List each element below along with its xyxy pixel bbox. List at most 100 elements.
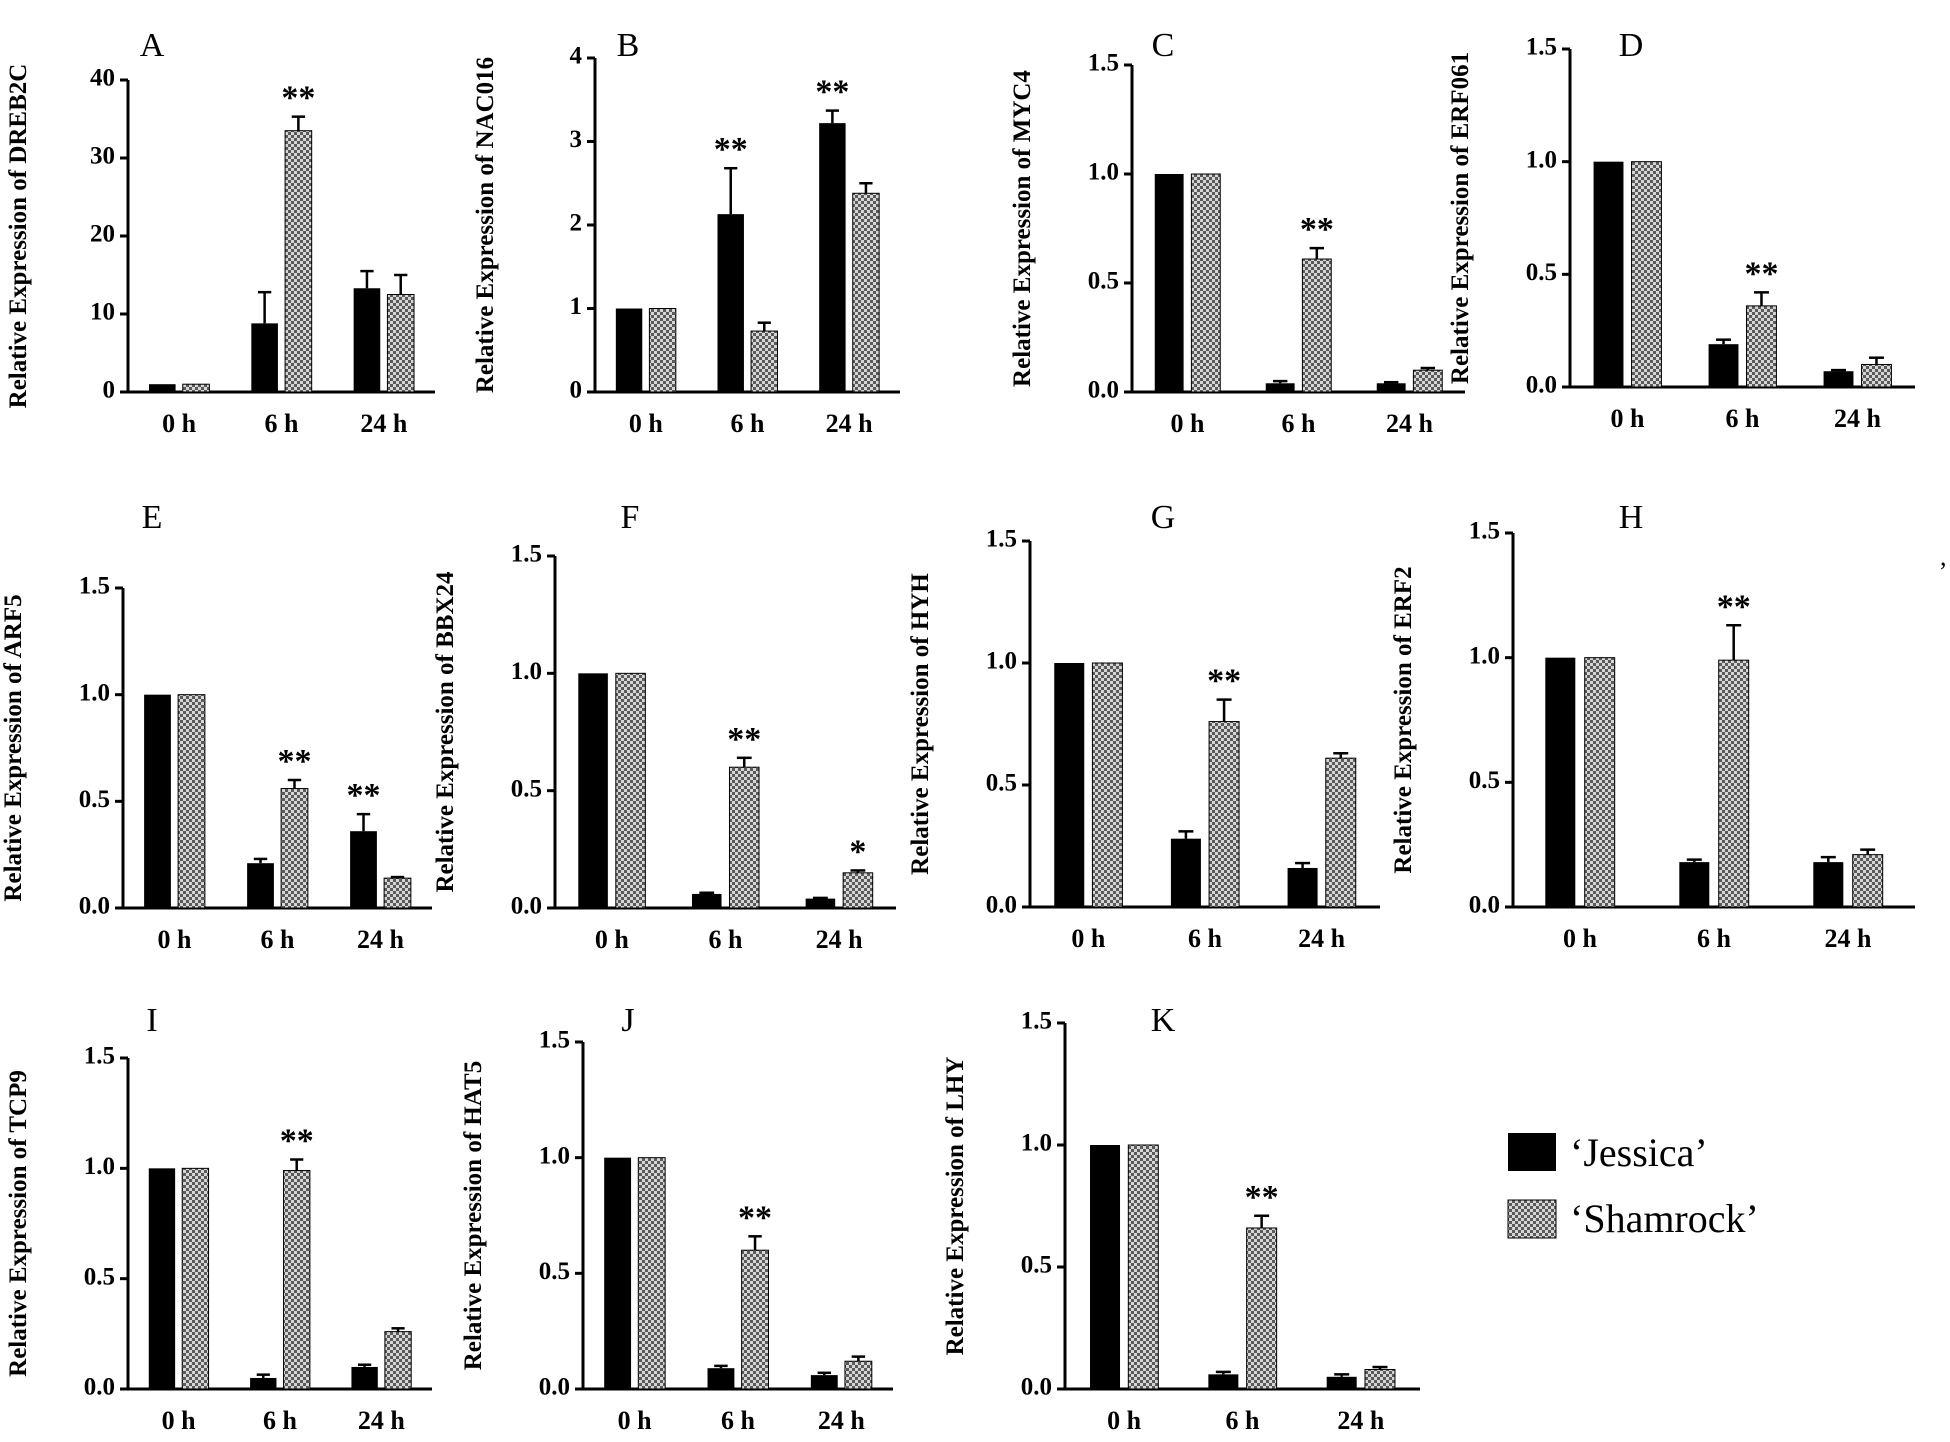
y-axis-label: Relative Expression of HYH xyxy=(907,573,934,875)
bar-jessica xyxy=(251,323,278,392)
x-tick-label: 24 h xyxy=(1337,1406,1385,1435)
y-tick-label: 10 xyxy=(90,299,115,326)
bar-shamrock xyxy=(283,1170,311,1390)
bar-jessica xyxy=(578,673,608,908)
x-tick-label: 24 h xyxy=(1834,404,1882,433)
x-tick-label: 24 h xyxy=(358,1406,406,1435)
y-tick-label: 1.5 xyxy=(1526,34,1557,61)
stray-mark: , xyxy=(1940,542,1947,571)
bar-jessica xyxy=(351,1366,378,1389)
bar-jessica xyxy=(1593,161,1624,387)
bar-jessica xyxy=(1823,371,1854,387)
bar-shamrock xyxy=(181,1167,210,1390)
significance-marker: ** xyxy=(280,1123,314,1160)
x-tick-label: 6 h xyxy=(721,1406,756,1435)
y-tick-label: 0.5 xyxy=(1526,259,1557,286)
bar-jessica xyxy=(1054,663,1085,907)
y-tick-label: 0.0 xyxy=(986,892,1017,919)
y-tick-label: 1.0 xyxy=(986,648,1017,675)
bar-shamrock xyxy=(648,308,677,393)
panel-d: D Relative Expression of ERF061 0.0 0.5 1.0 1… xyxy=(1447,27,1915,433)
bar-shamrock xyxy=(842,872,874,909)
y-tick-label: 1.5 xyxy=(986,526,1017,553)
y-axis-label: Relative Expression of MYC4 xyxy=(1009,70,1036,387)
y-tick-label: 0.0 xyxy=(539,1374,570,1401)
bar-jessica xyxy=(1170,838,1201,907)
significance-marker: ** xyxy=(347,777,381,814)
bar-jessica xyxy=(1545,657,1576,907)
x-tick-label: 24 h xyxy=(818,1406,866,1435)
bar-shamrock xyxy=(280,788,309,909)
bar-jessica xyxy=(1287,867,1318,907)
y-tick-label: 0 xyxy=(103,377,116,404)
panel-letter: J xyxy=(621,1002,634,1039)
bar-shamrock xyxy=(1127,1144,1159,1390)
bar-shamrock xyxy=(177,694,206,909)
bar-jessica xyxy=(148,1168,176,1389)
panel-letter: C xyxy=(1152,27,1175,64)
bar-jessica xyxy=(717,214,744,392)
significance-marker: ** xyxy=(1300,211,1334,248)
x-tick-label: 6 h xyxy=(265,409,300,438)
x-tick-label: 0 h xyxy=(1171,409,1206,438)
bar-jessica xyxy=(1154,174,1184,392)
y-tick-label: 1.0 xyxy=(511,658,542,685)
y-tick-label: 0.5 xyxy=(1469,767,1500,794)
x-tick-label: 6 h xyxy=(731,409,766,438)
bar-shamrock xyxy=(1718,659,1750,908)
x-tick-label: 24 h xyxy=(360,409,408,438)
x-tick-label: 0 h xyxy=(1611,404,1646,433)
bar-jessica xyxy=(615,308,643,392)
y-tick-label: 1.5 xyxy=(79,573,110,600)
x-tick-label: 0 h xyxy=(162,1406,197,1435)
bar-jessica xyxy=(691,893,722,908)
y-tick-label: 0.5 xyxy=(539,1258,570,1285)
bar-shamrock xyxy=(1364,1368,1396,1390)
bar-shamrock xyxy=(1325,757,1357,908)
bar-jessica xyxy=(250,1377,277,1389)
y-tick-label: 0 xyxy=(570,377,583,404)
x-tick-label: 6 h xyxy=(1188,924,1223,953)
x-tick-label: 0 h xyxy=(158,925,193,954)
legend-swatch-jessica xyxy=(1508,1133,1556,1171)
y-tick-label: 1 xyxy=(570,293,583,320)
x-tick-label: 24 h xyxy=(1825,924,1873,953)
significance-marker: ** xyxy=(1207,663,1241,700)
x-tick-label: 0 h xyxy=(618,1406,653,1435)
panel-k: K Relative Expression of LHY 0.0 0.5 1.0 1.5 0… xyxy=(942,1002,1420,1435)
bar-shamrock xyxy=(852,192,880,393)
y-tick-label: 2 xyxy=(570,210,583,237)
panel-letter: K xyxy=(1151,1002,1176,1039)
x-tick-label: 0 h xyxy=(1071,924,1106,953)
bar-shamrock xyxy=(750,330,778,393)
x-tick-label: 0 h xyxy=(1563,924,1598,953)
y-tick-label: 40 xyxy=(90,65,115,92)
significance-marker: ** xyxy=(1717,588,1751,625)
y-tick-label: 3 xyxy=(570,126,583,153)
panel-h: H Relative Expression of ERF2 0.0 0.5 1.0 1.5… xyxy=(1390,499,1915,953)
y-tick-label: 0.0 xyxy=(1021,1374,1052,1401)
bar-jessica xyxy=(144,694,171,908)
y-tick-label: 20 xyxy=(90,221,115,248)
x-tick-label: 6 h xyxy=(709,925,744,954)
bar-jessica xyxy=(1326,1376,1357,1389)
y-tick-label: 1.5 xyxy=(1088,50,1119,77)
y-tick-label: 0.5 xyxy=(1088,268,1119,295)
bar-jessica xyxy=(350,831,377,908)
x-tick-label: 0 h xyxy=(629,409,664,438)
bar-shamrock xyxy=(728,766,760,909)
y-axis-label: Relative Expression of HAT5 xyxy=(460,1061,487,1371)
panel-letter: B xyxy=(617,27,640,64)
x-tick-label: 6 h xyxy=(261,925,296,954)
panel-letter: I xyxy=(146,1002,157,1039)
panel-letter: A xyxy=(140,27,165,64)
bar-jessica xyxy=(1090,1145,1121,1389)
y-tick-label: 1.5 xyxy=(511,541,542,568)
bar-shamrock xyxy=(741,1249,769,1390)
y-tick-label: 0.0 xyxy=(1088,377,1119,404)
bar-shamrock xyxy=(1852,854,1884,908)
significance-marker: ** xyxy=(1744,255,1778,292)
bar-shamrock xyxy=(1746,305,1777,388)
bar-shamrock xyxy=(384,1331,412,1390)
significance-marker: ** xyxy=(1245,1179,1279,1216)
